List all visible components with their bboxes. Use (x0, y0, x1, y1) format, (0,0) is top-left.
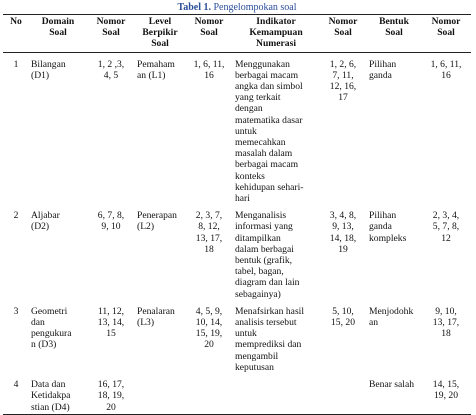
document: Tabel 1. Pengelompokan soal No Domain Soa… (3, 2, 471, 415)
table-cell: 4, 5, 9, 10, 14, 15, 19, 20 (195, 305, 223, 351)
table-cell: 1, 2, 6, 7, 11, 12, 16, 17 (329, 58, 357, 104)
table-row: 3 Geometri dan pengukura n (D3) 11, 12, 13… (3, 300, 471, 373)
header-cell: Nomor Soal (185, 14, 233, 53)
table-title: Tabel 1. Pengelompokan soal (3, 2, 471, 14)
header-cell: Nomor Soal (319, 14, 367, 53)
page: Tabel 1. Pengelompokan soal No Domain Soa… (3, 2, 471, 415)
empty-cell (319, 373, 367, 415)
table-cell: 2 (13, 210, 19, 222)
table-body: 1 Bilangan (D1) 1, 2 ,3, 4, 5 Pemaham an (L… (3, 52, 471, 415)
empty-cell (135, 373, 185, 415)
table-cell: 2, 3, 4, 5, 7, 8, 12 (432, 210, 460, 244)
table-cell: 3, 4, 8, 9, 13, 14, 18, 19 (329, 210, 357, 255)
table-row: 1 Bilangan (D1) 1, 2 ,3, 4, 5 Pemaham an (L… (3, 52, 471, 204)
table-cell: 4 (3, 373, 29, 415)
table-cell: Penerapan (L2) (137, 210, 177, 233)
table-cell: Menggunakan berbagai macam angka dan sim… (235, 58, 304, 205)
header-cell: Nomor Soal (421, 14, 471, 53)
table-cell: Aljabar (D2) (31, 210, 60, 233)
table-cell: 1 (13, 58, 19, 70)
table-cell: 1, 6, 11, 16 (193, 58, 225, 81)
table-cell: 1, 6, 11, 16 (430, 58, 462, 81)
table-cell: 14, 15, 19, 20 (421, 373, 471, 415)
header-cell: No (3, 14, 29, 53)
table-cell: 16, 17, 18, 19, 20 (87, 373, 135, 415)
table-cell: Data dan Ketidakpa stian (D4) (29, 373, 87, 415)
table-cell: Bilangan (D1) (31, 58, 66, 81)
empty-cell (233, 373, 319, 415)
table-cell: 6, 7, 8, 9, 10 (97, 210, 125, 233)
header-cell: Nomor Soal (87, 14, 135, 53)
title-text: Pengelompokan soal (213, 2, 297, 13)
table-row: 4 Data dan Ketidakpa stian (D4) 16, 17, 18… (3, 373, 471, 415)
header-row: No Domain Soal Nomor Soal Level Berpikir So… (3, 14, 471, 53)
table-cell: Geometri dan pengukura n (D3) (31, 305, 72, 351)
table: No Domain Soal Nomor Soal Level Berpikir So… (3, 14, 471, 415)
table-cell: Menafsirkan hasil analisis tersebut untu… (235, 305, 305, 373)
header-cell: Indikator Kemampuan Numerasi (233, 14, 319, 53)
table-cell: Menganalisis informasi yang ditampilkan … (235, 210, 300, 300)
table-cell: Pilihan ganda (369, 58, 397, 81)
header-cell: Bentuk Soal (367, 14, 421, 53)
table-cell: 11, 12, 13, 14, 15 (97, 305, 125, 340)
header-cell: Domain Soal (29, 14, 87, 53)
table-cell: Penalaran (L3) (137, 305, 175, 329)
table-cell: Benar salah (367, 373, 421, 415)
table-cell: 2, 3, 7, 8, 12, 13, 17, 18 (195, 210, 223, 255)
table-row: 2 Aljabar (D2) 6, 7, 8, 9, 10 Penerapan (L2… (3, 204, 471, 300)
empty-cell (185, 373, 233, 415)
table-cell: Pemaham an (L1) (137, 58, 175, 81)
title-label: Tabel 1. (177, 2, 211, 13)
table-cell: 9, 10, 13, 17, 18 (432, 305, 460, 340)
table-cell: Menjodohk an (369, 305, 414, 329)
table-cell: 5, 10, 15, 20 (331, 305, 355, 329)
table-cell: Pilihan ganda kompleks (369, 210, 407, 244)
header-cell: Level Berpikir Soal (135, 14, 185, 53)
table-cell: 3 (13, 305, 19, 317)
table-cell: 1, 2 ,3, 4, 5 (97, 58, 125, 81)
